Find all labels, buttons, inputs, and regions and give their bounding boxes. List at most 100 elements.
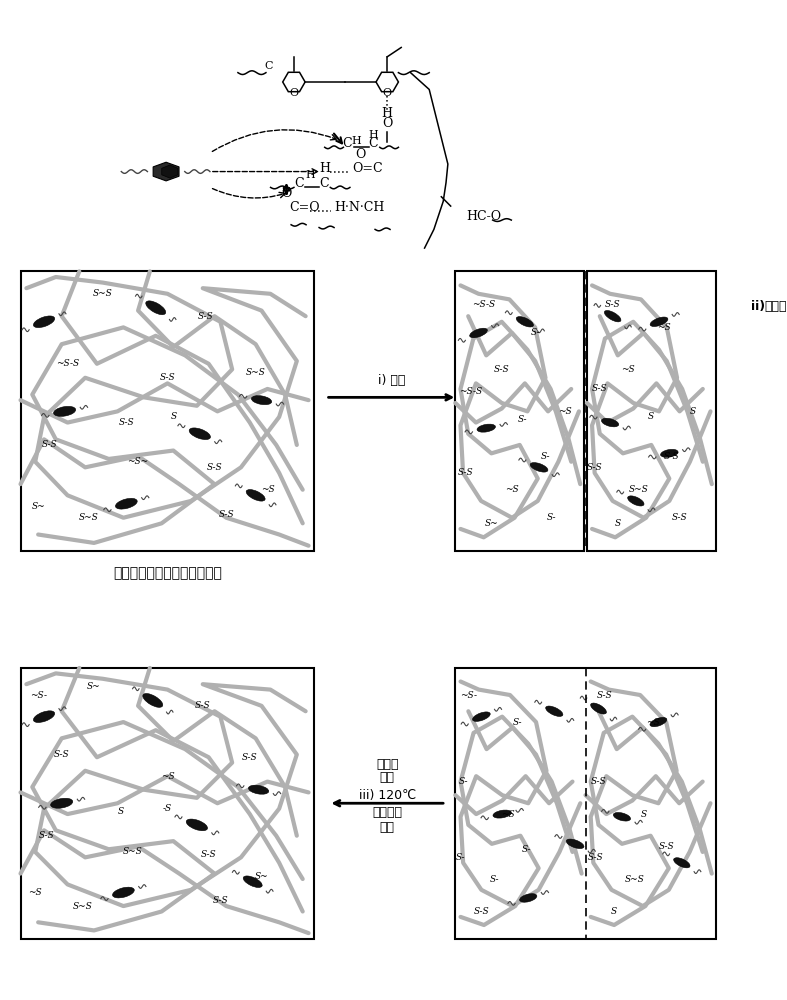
Text: S~: S~ [485, 519, 498, 528]
Text: S~S: S~S [625, 875, 645, 884]
Text: S-S: S-S [219, 510, 234, 519]
Text: O: O [355, 148, 365, 161]
Ellipse shape [33, 316, 54, 328]
Ellipse shape [470, 328, 487, 338]
Ellipse shape [660, 449, 678, 457]
Text: 充分接触: 充分接触 [764, 300, 787, 313]
Ellipse shape [516, 317, 534, 327]
Text: O=C: O=C [353, 162, 383, 175]
Text: S-S: S-S [212, 896, 228, 905]
Text: ii): ii) [751, 300, 765, 313]
Ellipse shape [142, 694, 163, 707]
Text: S: S [615, 519, 621, 528]
Ellipse shape [650, 717, 667, 727]
Text: iii) 120℃: iii) 120℃ [359, 789, 416, 802]
Text: S-S: S-S [195, 701, 211, 710]
Text: C: C [319, 177, 329, 190]
Ellipse shape [493, 810, 512, 818]
Text: S-: S- [518, 415, 527, 424]
Text: 交换: 交换 [379, 771, 395, 784]
Text: O: O [382, 88, 392, 98]
Text: i) 断裂: i) 断裂 [378, 374, 405, 387]
Text: S~S: S~S [122, 847, 142, 856]
Text: S-S: S-S [588, 853, 604, 862]
Text: S-S: S-S [605, 300, 620, 309]
Ellipse shape [243, 876, 262, 887]
Ellipse shape [249, 785, 268, 794]
Text: ~S: ~S [260, 485, 274, 494]
Ellipse shape [628, 496, 644, 506]
Ellipse shape [674, 858, 690, 868]
Text: S-S: S-S [54, 750, 69, 759]
Text: ~S: ~S [558, 407, 571, 416]
Ellipse shape [246, 490, 265, 501]
Text: H: H [352, 136, 361, 146]
Polygon shape [153, 162, 179, 181]
Text: ~S: ~S [505, 485, 519, 494]
Text: ~S: ~S [28, 888, 42, 897]
Text: S-S: S-S [42, 440, 57, 449]
Text: S-: S- [458, 777, 468, 786]
Text: S-: S- [541, 452, 550, 461]
Text: ~S: ~S [161, 772, 174, 781]
Text: H: H [320, 162, 331, 175]
Bar [456, 668, 715, 939]
Bar [587, 271, 715, 551]
Text: S-S: S-S [198, 312, 213, 321]
Text: S: S [641, 810, 647, 819]
Text: H: H [368, 130, 378, 140]
Text: O: O [290, 88, 298, 98]
Ellipse shape [50, 798, 72, 808]
Text: S: S [170, 412, 176, 421]
Ellipse shape [545, 706, 563, 716]
Text: C: C [264, 61, 273, 71]
Text: ~S: ~S [657, 323, 671, 332]
Text: S: S [117, 807, 124, 816]
Ellipse shape [519, 894, 537, 902]
Text: ~S-: ~S- [30, 691, 46, 700]
Bar [20, 668, 315, 939]
Text: C=O: C=O [290, 201, 320, 214]
Bar [20, 271, 315, 551]
Text: 二硫键: 二硫键 [376, 758, 398, 771]
Text: 重组: 重组 [379, 821, 395, 834]
Ellipse shape [604, 311, 621, 322]
Text: ~S-: ~S- [460, 691, 477, 700]
Text: S~: S~ [255, 872, 268, 881]
Ellipse shape [566, 839, 584, 849]
Text: S-: S- [530, 328, 540, 337]
Ellipse shape [116, 498, 137, 509]
Text: S~S: S~S [72, 902, 92, 911]
Polygon shape [162, 165, 178, 178]
Text: S~S: S~S [78, 513, 98, 522]
Text: HC-O: HC-O [467, 210, 501, 223]
Text: O: O [281, 187, 292, 200]
Text: S-S: S-S [659, 842, 674, 851]
Text: S-S: S-S [672, 513, 687, 522]
Text: S~: S~ [31, 502, 45, 511]
Text: S-S: S-S [458, 468, 474, 477]
Text: ~S: ~S [621, 365, 635, 374]
Text: S-S: S-S [494, 365, 509, 374]
Text: H: H [382, 107, 393, 120]
Text: S-S: S-S [160, 373, 176, 382]
Ellipse shape [590, 703, 607, 714]
Text: S-S: S-S [587, 463, 602, 472]
Text: ~S-S: ~S-S [472, 300, 495, 309]
Text: S-: S- [547, 513, 556, 522]
Text: S~S: S~S [93, 289, 113, 298]
Ellipse shape [146, 301, 166, 315]
Text: 氢键解离: 氢键解离 [372, 806, 402, 819]
Text: S-: S- [523, 845, 532, 854]
Ellipse shape [33, 711, 54, 722]
Text: ~S: ~S [501, 810, 514, 819]
Text: S: S [689, 407, 696, 416]
Ellipse shape [530, 463, 548, 472]
Ellipse shape [189, 428, 210, 440]
Text: 双重交联自修夏瓧化天然橡胶: 双重交联自修夏瓧化天然橡胶 [113, 566, 222, 580]
Text: ~S~: ~S~ [127, 457, 149, 466]
Ellipse shape [54, 406, 76, 416]
Text: ~S-S: ~S-S [460, 387, 482, 396]
Text: S-S: S-S [242, 753, 257, 762]
Ellipse shape [613, 813, 630, 821]
